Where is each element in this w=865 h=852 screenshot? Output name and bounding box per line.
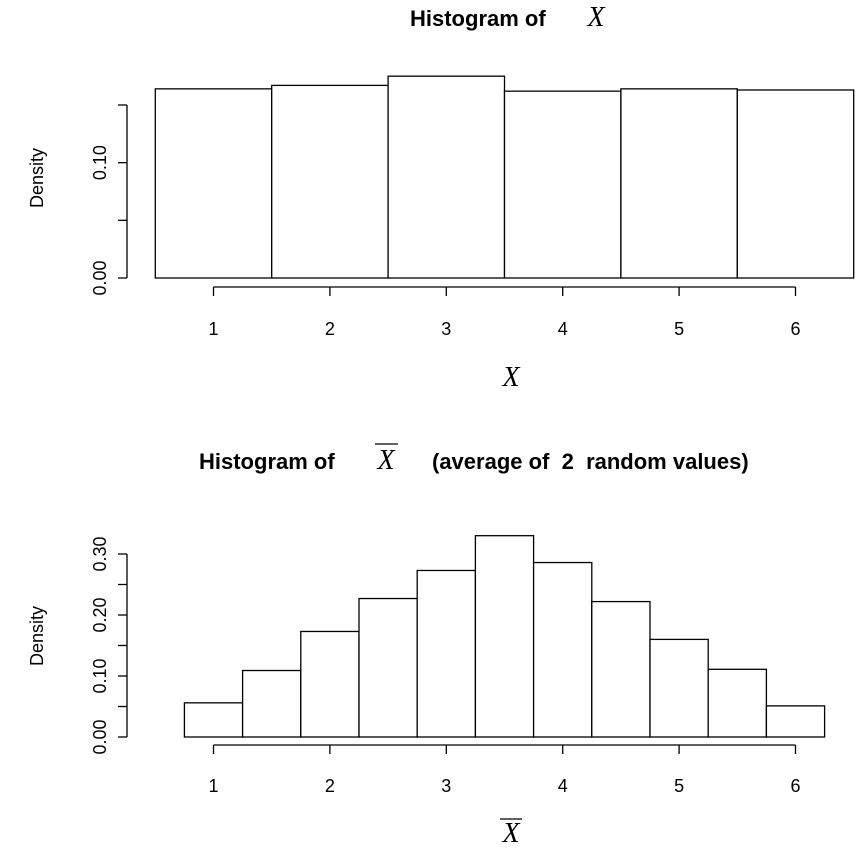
x-tick-label: 3 [441, 776, 451, 796]
histogram-bar [765, 705, 826, 738]
x-axis-label-symbol: X [501, 818, 520, 849]
x-tick-label: 4 [558, 319, 568, 339]
histogram-bar [183, 702, 244, 738]
x-tick-label: 1 [208, 319, 218, 339]
chart-title-suffix: (average of 2 random values) [432, 449, 749, 474]
histogram-bar [358, 597, 418, 738]
y-axis: 0.00 0.10 [90, 104, 128, 296]
histogram-bar [271, 84, 389, 279]
bar-group [154, 75, 855, 279]
x-tick-label: 1 [208, 776, 218, 796]
title-symbol-xbar: X [376, 445, 395, 476]
x-tick-label: 6 [790, 319, 800, 339]
y-tick-label: 0.00 [90, 719, 110, 754]
y-tick-label: 0.00 [90, 260, 110, 295]
x-tick-label: 6 [790, 776, 800, 796]
y-tick-label: 0.30 [90, 536, 110, 571]
chart-title: Histogram of [199, 449, 335, 474]
y-axis-label: Density [27, 606, 47, 666]
histogram-bar [707, 668, 768, 738]
x-axis-label-symbol: X [501, 362, 520, 393]
histogram-bar [620, 88, 738, 279]
y-tick-label: 0.20 [90, 597, 110, 632]
histogram-bar [154, 88, 273, 279]
histogram-bar [241, 669, 302, 738]
x-tick-label: 2 [325, 776, 335, 796]
bar-group [183, 535, 826, 738]
histogram-bar [387, 75, 506, 279]
y-tick-label: 0.10 [90, 658, 110, 693]
histogram-bar [300, 630, 360, 738]
histogram-bar [474, 535, 535, 738]
x-axis: 1 2 3 4 5 6 [208, 744, 801, 796]
chart-title: Histogram of [410, 6, 546, 31]
y-axis: 0.00 0.10 0.20 0.30 [90, 536, 128, 755]
histogram-bar [649, 638, 709, 738]
x-axis: 1 2 3 4 5 6 [208, 286, 801, 339]
y-axis-label: Density [27, 148, 47, 208]
x-tick-label: 4 [558, 776, 568, 796]
x-tick-label: 5 [674, 776, 684, 796]
x-tick-label: 3 [441, 319, 451, 339]
panel-histogram-x: Histogram of X 1 2 3 4 5 6 0.00 0.10 Density X [27, 2, 855, 393]
y-tick-label: 0.10 [90, 145, 110, 180]
x-tick-label: 2 [325, 319, 335, 339]
histogram-bar [736, 89, 855, 279]
x-tick-label: 5 [674, 319, 684, 339]
histogram-bar [532, 561, 593, 738]
title-symbol-x: X [586, 2, 605, 33]
histogram-bar [591, 600, 651, 738]
histogram-bar [503, 90, 622, 279]
histogram-bar [416, 569, 477, 738]
panel-histogram-xbar: Histogram of X (average of 2 random valu… [27, 443, 826, 849]
